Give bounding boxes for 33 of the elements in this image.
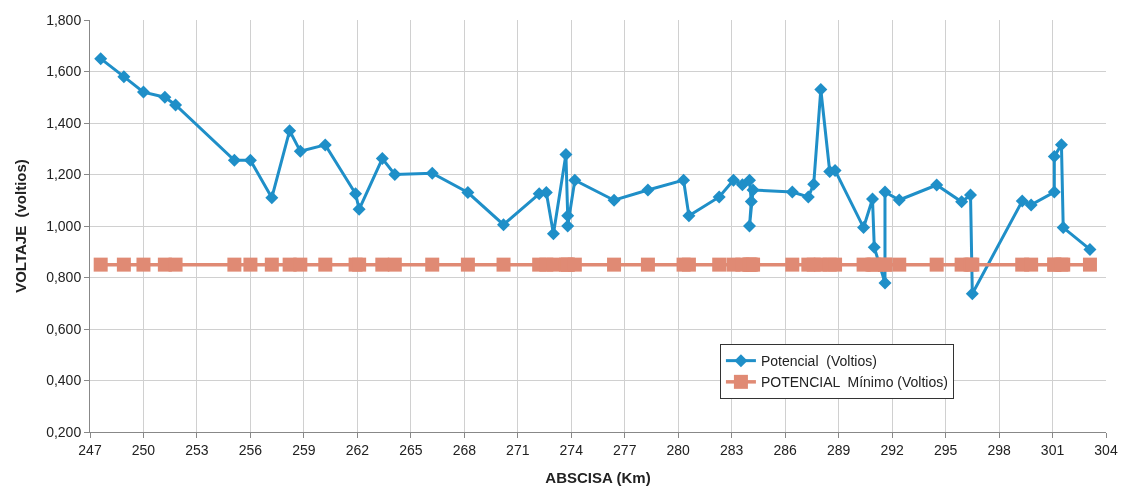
y-tick-label: 1,400 (46, 114, 82, 131)
x-tick-label: 283 (720, 441, 744, 458)
y-tick-label: 1,000 (46, 217, 82, 234)
x-tick-label: 286 (773, 441, 798, 458)
x-tick-label: 259 (292, 441, 316, 458)
y-axis-title: VOLTAJE (voltios) (12, 159, 30, 293)
y-tick-label: 1,200 (46, 166, 82, 183)
x-axis-title: ABSCISA (Km) (545, 468, 651, 486)
x-tick-label: 256 (238, 441, 263, 458)
x-tick-label: 295 (933, 441, 958, 458)
x-tick-label: 298 (987, 441, 1011, 458)
x-tick-label: 265 (399, 441, 423, 458)
x-tick-label: 304 (1094, 441, 1118, 458)
x-tick-label: 271 (506, 441, 530, 458)
x-tick-label: 301 (1040, 441, 1065, 458)
y-tick-label: 0,600 (46, 320, 82, 337)
legend-label: POTENCIAL Mínimo (Voltios) (760, 374, 948, 391)
x-tick-label: 268 (452, 441, 477, 458)
y-tick-label: 0,400 (46, 372, 82, 389)
x-tick-label: 262 (345, 441, 370, 458)
legend-label: Potencial (Voltios) (760, 353, 877, 370)
x-tick-label: 247 (78, 441, 102, 458)
x-tick-label: 289 (826, 441, 851, 458)
x-tick-label: 292 (880, 441, 904, 458)
y-tick-label: 0,800 (46, 269, 82, 286)
x-tick-label: 274 (559, 441, 584, 458)
x-tick-label: 280 (666, 441, 691, 458)
y-tick-label: 0,200 (46, 423, 82, 440)
x-tick-label: 277 (613, 441, 637, 458)
y-tick-label: 1,600 (46, 63, 82, 80)
x-tick-label: 250 (131, 441, 156, 458)
y-tick-label: 1,800 (46, 11, 82, 28)
x-tick-label: 253 (185, 441, 209, 458)
